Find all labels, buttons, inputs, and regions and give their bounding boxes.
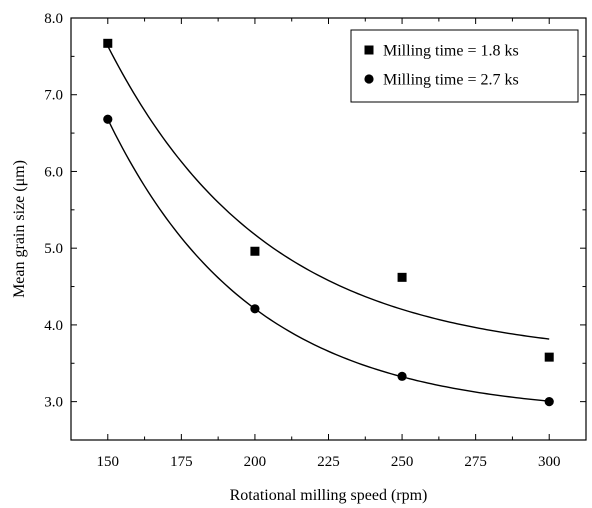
axis-ticks: 150 175 200 225 250 275 300 3.0 4.0 5.0 6.0 7.0 8.0 xyxy=(44,11,587,470)
x-tick-label: 175 xyxy=(170,454,193,470)
data-point-series-1 xyxy=(103,38,113,48)
data-point-series-2 xyxy=(544,397,554,407)
x-tick-label: 300 xyxy=(538,454,561,470)
legend-label-series-2: Milling time = 2.7 ks xyxy=(383,72,519,89)
y-axis-title: Mean grain size (μm) xyxy=(11,160,28,298)
fit-curve-2 xyxy=(107,118,550,402)
y-tick-label: 4.0 xyxy=(44,318,63,334)
x-axis-title: Rotational milling speed (rpm) xyxy=(230,487,428,504)
y-tick-label: 7.0 xyxy=(44,88,63,104)
x-tick-label: 275 xyxy=(464,454,487,470)
data-point-series-2 xyxy=(250,304,260,314)
y-tick-label: 8.0 xyxy=(44,11,63,27)
data-point-series-1 xyxy=(544,352,554,362)
fit-curves xyxy=(107,45,550,402)
data-points xyxy=(103,38,554,407)
x-tick-label: 150 xyxy=(97,454,120,470)
y-tick-label: 5.0 xyxy=(44,241,63,257)
data-point-series-1 xyxy=(397,272,407,282)
legend-marker-series-2 xyxy=(364,74,374,84)
y-tick-label: 3.0 xyxy=(44,395,63,411)
y-tick-label: 6.0 xyxy=(44,164,63,180)
data-point-series-2 xyxy=(397,371,407,381)
data-point-series-2 xyxy=(103,114,113,124)
plot-frame xyxy=(70,17,587,441)
legend: Milling time = 1.8 ks Milling time = 2.7 … xyxy=(350,29,579,103)
legend-label-series-1: Milling time = 1.8 ks xyxy=(383,43,519,60)
fit-curve-1 xyxy=(107,45,550,340)
legend-marker-series-1 xyxy=(364,45,374,55)
x-tick-label: 250 xyxy=(391,454,414,470)
data-point-series-1 xyxy=(250,246,260,256)
x-tick-label: 225 xyxy=(317,454,340,470)
x-tick-label: 200 xyxy=(244,454,267,470)
legend-box xyxy=(350,29,579,103)
